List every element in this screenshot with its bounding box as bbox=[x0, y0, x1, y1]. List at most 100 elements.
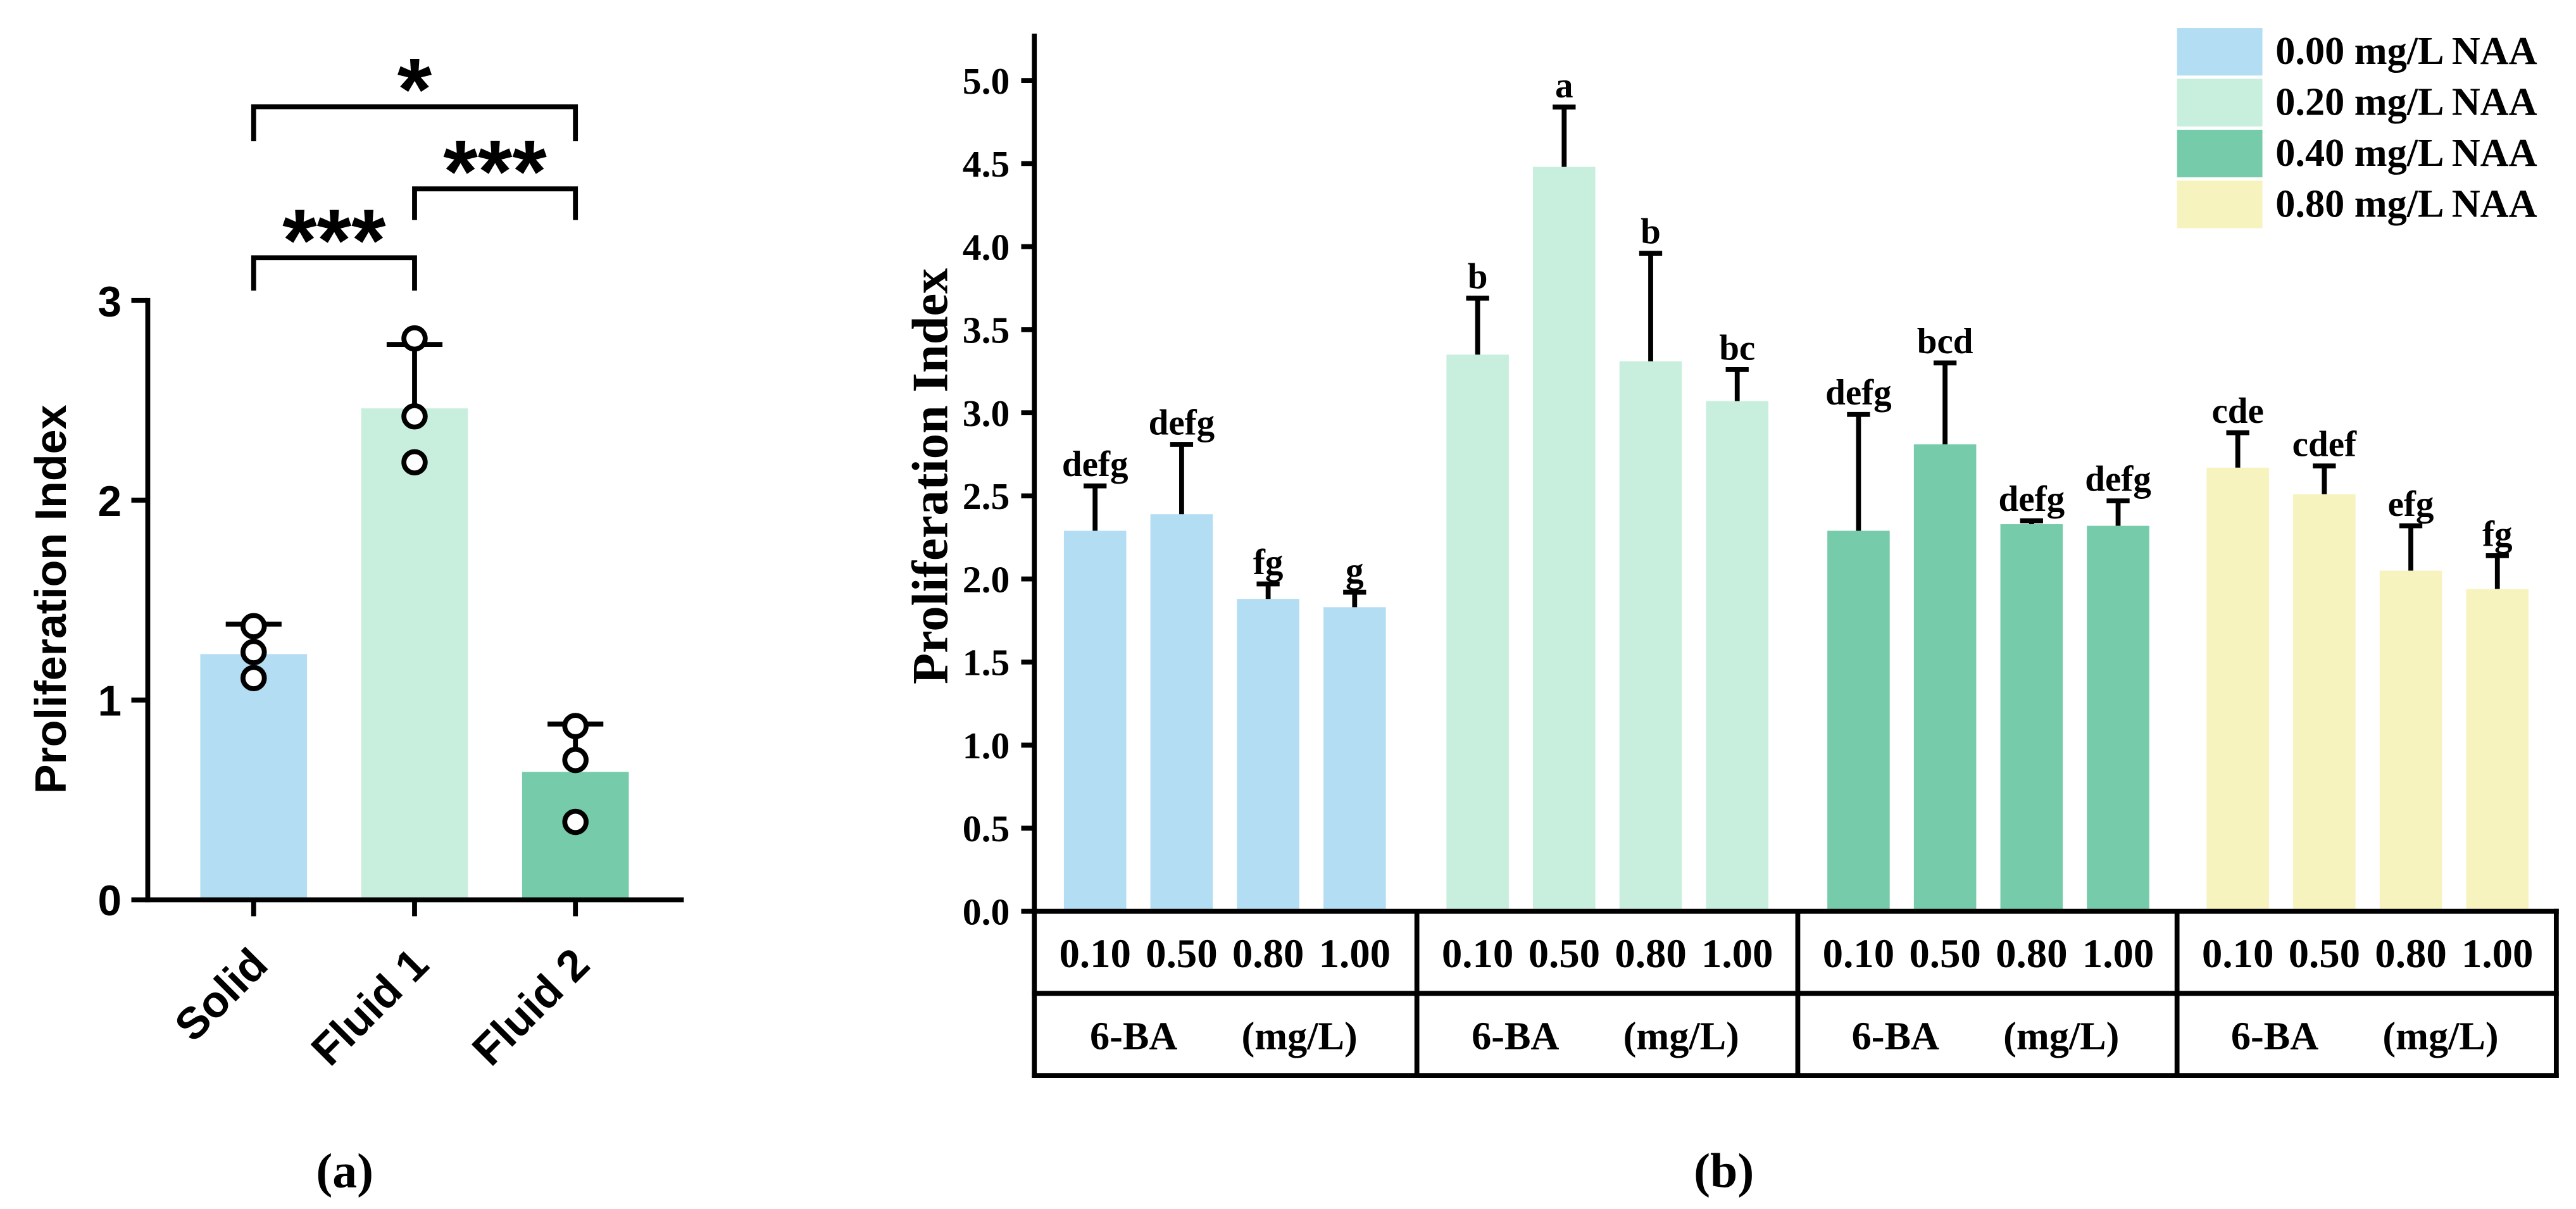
x-axis-label-unit: (mg/L) bbox=[2382, 1015, 2498, 1058]
significance-letter: fg bbox=[1253, 542, 1284, 582]
data-point bbox=[241, 665, 267, 691]
y-tick-label: 3.5 bbox=[963, 310, 1010, 351]
x-axis-label-name: 6-BA bbox=[1472, 1015, 1559, 1058]
x-tick-label: 0.50 bbox=[2289, 931, 2360, 977]
x-axis-label-unit: (mg/L) bbox=[1242, 1015, 1358, 1058]
y-tick-label: 2.5 bbox=[963, 475, 1010, 517]
bar-0-40-mg-l-naa-1-00 bbox=[2087, 525, 2149, 911]
x-axis-label-name: 6-BA bbox=[1852, 1015, 1939, 1058]
significance-letter: g bbox=[1346, 551, 1364, 591]
significance-label: * bbox=[397, 39, 432, 139]
data-point bbox=[241, 613, 267, 639]
panel-a-chart: 0 1 2 3 Solid Fluid 1 Fluid 2 Proliferation Ind… bbox=[26, 39, 684, 1198]
x-tick-label-solid: Solid bbox=[165, 939, 277, 1050]
x-tick-label: 0.80 bbox=[2375, 931, 2446, 977]
significance-letter: bcd bbox=[1917, 322, 1973, 361]
x-tick-label: 0.50 bbox=[1529, 931, 1600, 977]
data-point bbox=[562, 808, 589, 836]
legend-label: 0.40 mg/L NAA bbox=[2275, 132, 2537, 175]
significance-letter: defg bbox=[1999, 479, 2065, 519]
significance-letter: cdef bbox=[2292, 425, 2357, 465]
x-tick-label: 1.00 bbox=[2082, 931, 2154, 977]
x-tick-label: 0.80 bbox=[1232, 931, 1304, 977]
bar-0-80-mg-l-naa-0-50 bbox=[2293, 494, 2356, 911]
bar-0-40-mg-l-naa-0-50 bbox=[1913, 444, 1977, 911]
panel-label-a: (a) bbox=[316, 1143, 373, 1198]
y-tick-label: 2 bbox=[97, 478, 122, 525]
bar-0-00-mg-l-naa-1-00 bbox=[1323, 607, 1386, 911]
legend-label: 0.80 mg/L NAA bbox=[2275, 182, 2537, 225]
x-tick-label-fluid-1: Fluid 1 bbox=[302, 939, 438, 1075]
data-point bbox=[562, 713, 589, 739]
x-axis-label-unit: (mg/L) bbox=[2003, 1015, 2119, 1058]
data-point bbox=[401, 449, 428, 476]
y-tick-label: 1 bbox=[97, 678, 122, 725]
significance-bracket bbox=[251, 104, 578, 142]
y-tick-label: 3.0 bbox=[963, 392, 1010, 434]
x-axis-label-name: 6-BA bbox=[2231, 1015, 2318, 1058]
data-point bbox=[241, 639, 267, 665]
significance-label: *** bbox=[443, 122, 547, 221]
y-tick-label: 0.0 bbox=[963, 891, 1010, 932]
x-tick-label: 1.00 bbox=[1319, 931, 1391, 977]
legend-swatch bbox=[2177, 28, 2263, 76]
y-tick-label: 0.5 bbox=[963, 808, 1010, 849]
y-tick-label: 3 bbox=[97, 278, 122, 325]
significance-letter: defg bbox=[1062, 444, 1129, 484]
bar-0-20-mg-l-naa-1-00 bbox=[1706, 401, 1769, 911]
x-tick-label: 0.10 bbox=[1442, 931, 1513, 977]
significance-bracket bbox=[251, 255, 417, 291]
y-tick-label: 1.0 bbox=[963, 725, 1010, 767]
x-tick-label: 0.80 bbox=[1996, 931, 2067, 977]
significance-letter: a bbox=[1555, 66, 1573, 106]
significance-letter: defg bbox=[1149, 403, 1215, 442]
data-point bbox=[401, 325, 428, 352]
y-tick-label: 4.5 bbox=[963, 143, 1010, 185]
bar-0-80-mg-l-naa-0-80 bbox=[2379, 570, 2442, 911]
significance-letter: defg bbox=[1825, 373, 1892, 413]
x-tick-label: 0.80 bbox=[1615, 931, 1686, 977]
y-axis-label: Proliferation Index bbox=[903, 268, 959, 684]
bar-0-20-mg-l-naa-0-80 bbox=[1619, 361, 1682, 911]
legend-swatch bbox=[2177, 129, 2263, 178]
significance-letter: cde bbox=[2211, 391, 2263, 431]
bar-0-80-mg-l-naa-1-00 bbox=[2466, 589, 2529, 911]
y-tick-label: 0 bbox=[97, 877, 122, 925]
x-tick-label: 0.10 bbox=[1823, 931, 1894, 977]
x-tick-label: 0.50 bbox=[1909, 931, 1980, 977]
x-tick-label: 0.50 bbox=[1146, 931, 1217, 977]
x-tick-label: 0.10 bbox=[1059, 931, 1130, 977]
legend: 0.00 mg/L NAA 0.20 mg/L NAA 0.40 mg/L NAA 0… bbox=[2177, 28, 2537, 229]
legend-label: 0.20 mg/L NAA bbox=[2275, 81, 2537, 124]
bar-0-00-mg-l-naa-0-80 bbox=[1237, 599, 1299, 911]
significance-bracket bbox=[412, 186, 578, 220]
y-tick-label: 4.0 bbox=[963, 226, 1010, 268]
bar-0-80-mg-l-naa-0-10 bbox=[2206, 467, 2269, 911]
bar-fluid-1 bbox=[361, 408, 468, 900]
legend-swatch bbox=[2177, 78, 2263, 127]
significance-letter: defg bbox=[2085, 460, 2151, 499]
x-axis-label-unit: (mg/L) bbox=[1623, 1015, 1739, 1058]
bar-0-40-mg-l-naa-0-80 bbox=[2000, 524, 2063, 911]
significance-letter: fg bbox=[2482, 514, 2513, 554]
x-tick-label-fluid-2: Fluid 2 bbox=[463, 939, 599, 1075]
x-axis-label-name: 6-BA bbox=[1090, 1015, 1177, 1058]
legend-label: 0.00 mg/L NAA bbox=[2275, 30, 2537, 73]
panel-b-chart: defg 0.10 defg 0.50 fg 0.80 g 1.00 6-BA (mg/L) b 0.… bbox=[903, 28, 2559, 1198]
significance-letter: b bbox=[1641, 212, 1661, 252]
bar-0-20-mg-l-naa-0-50 bbox=[1533, 166, 1596, 911]
x-tick-label: 1.00 bbox=[2461, 931, 2533, 977]
bar-fluid-2 bbox=[522, 772, 629, 900]
y-axis-label: Proliferation Index bbox=[26, 404, 75, 794]
x-tick-label: 1.00 bbox=[1701, 931, 1773, 977]
bar-0-40-mg-l-naa-0-10 bbox=[1827, 530, 1890, 911]
bar-solid bbox=[200, 654, 308, 900]
significance-letter: b bbox=[1468, 256, 1488, 296]
data-point bbox=[562, 746, 589, 774]
bar-0-00-mg-l-naa-0-50 bbox=[1150, 514, 1213, 911]
y-tick-label: 5.0 bbox=[963, 60, 1010, 102]
panel-label-b: (b) bbox=[1694, 1143, 1754, 1198]
significance-label: *** bbox=[282, 191, 386, 290]
